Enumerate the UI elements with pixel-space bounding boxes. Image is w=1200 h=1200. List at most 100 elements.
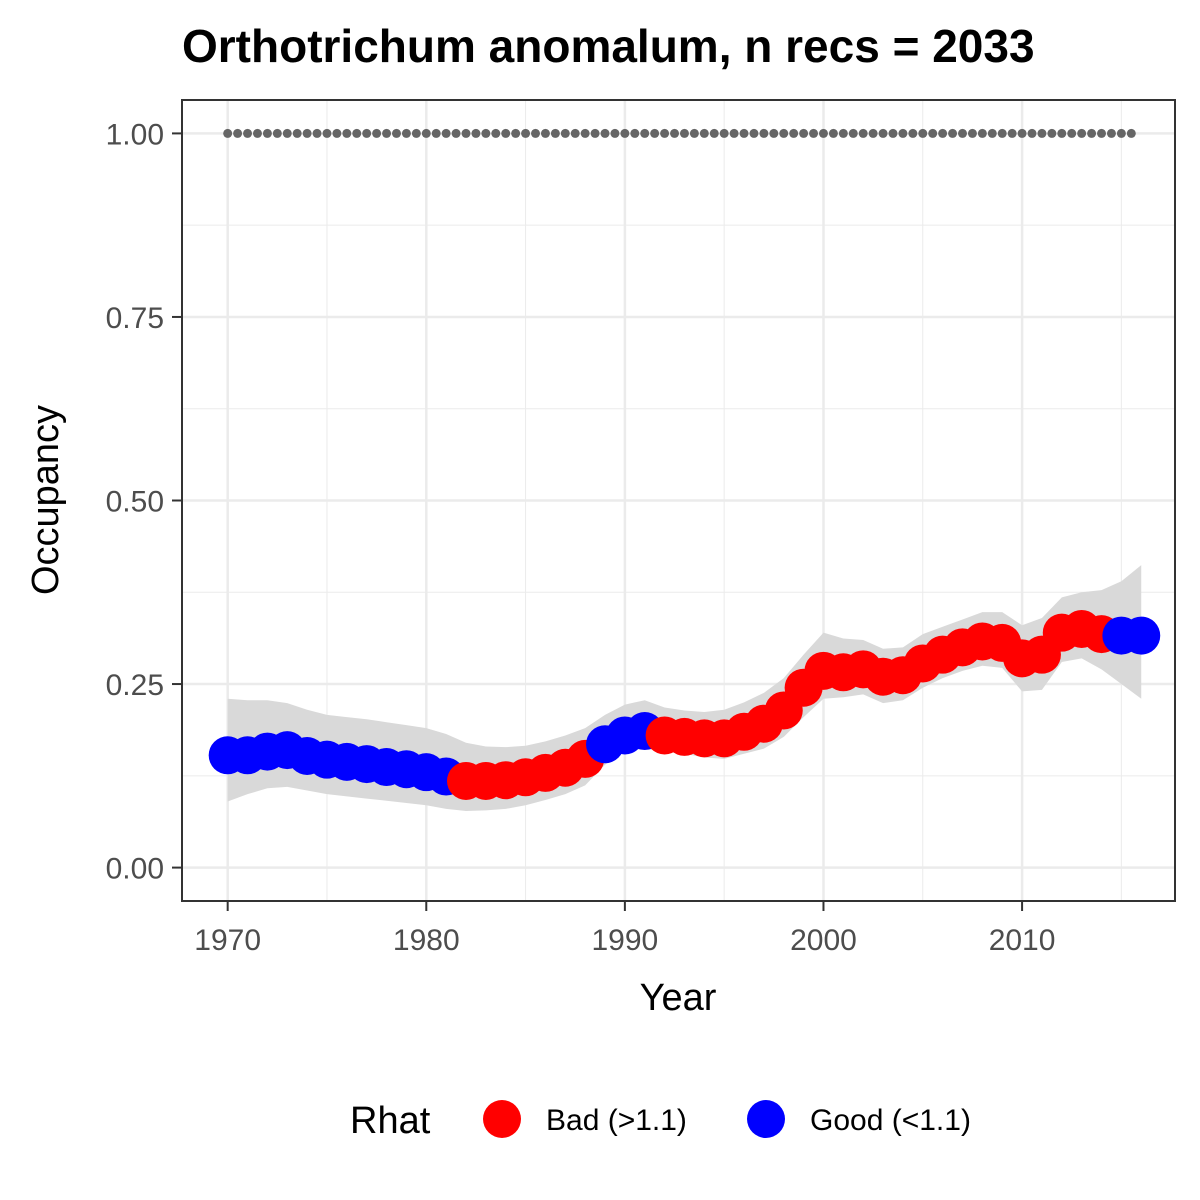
reference-dot [1017,128,1027,138]
reference-dot [590,128,600,138]
reference-dot [818,128,828,138]
reference-dot [809,128,819,138]
reference-dot [719,128,729,138]
reference-dot [650,128,660,138]
reference-dot [521,128,531,138]
reference-dot [243,128,253,138]
y-tick-label: 0.00 [106,853,164,886]
y-axis: 0.00 0.25 0.50 0.75 1.00 [106,118,182,886]
reference-dot [779,128,789,138]
reference-dot [540,128,550,138]
reference-dot [898,128,908,138]
reference-dot [1126,128,1136,138]
reference-dot [1097,128,1107,138]
reference-dot [560,128,570,138]
occupancy-point-good [1122,616,1161,655]
reference-dot [928,128,938,138]
confidence-ribbon [227,565,1142,812]
x-tick-label: 2000 [790,924,857,957]
x-tick-label: 1970 [194,924,261,957]
reference-dot [401,128,411,138]
reference-dot [789,128,799,138]
reference-dot [233,128,243,138]
reference-dot [570,128,580,138]
reference-dot [699,128,709,138]
legend: Rhat Bad (>1.1) Good (<1.1) [350,1100,971,1142]
reference-dot [1037,128,1047,138]
y-tick-label: 1.00 [106,118,164,151]
y-axis-title: Occupancy [25,405,67,595]
reference-dot [1047,128,1057,138]
reference-dot [679,128,689,138]
reference-dot [957,128,967,138]
reference-dot [411,128,421,138]
reference-dot [938,128,948,138]
reference-dot [848,128,858,138]
reference-dot [292,128,302,138]
reference-dot [630,128,640,138]
legend-title: Rhat [350,1100,431,1142]
reference-dot [838,128,848,138]
reference-dot [967,128,977,138]
reference-dot [987,128,997,138]
x-axis-title: Year [640,977,717,1019]
reference-dot [262,128,272,138]
reference-dot [1116,128,1126,138]
reference-dot [550,128,560,138]
reference-dot [252,128,262,138]
reference-dot [769,128,779,138]
reference-dot [868,128,878,138]
reference-dot [739,128,749,138]
reference-dot [670,128,680,138]
legend-label-good: Good (<1.1) [810,1104,971,1137]
reference-dot [1106,128,1116,138]
reference-dot [312,128,322,138]
confidence-ribbon-layer [227,565,1142,812]
plot-panel [181,99,1176,902]
reference-dot [272,128,282,138]
reference-dot [878,128,888,138]
reference-dot [759,128,769,138]
reference-dot [908,128,918,138]
occupancy-points-layer [208,609,1161,800]
reference-dot [362,128,372,138]
y-tick-label: 0.75 [106,302,164,335]
reference-dot [511,128,521,138]
reference-dot [610,128,620,138]
reference-dot [322,128,332,138]
reference-dot [918,128,928,138]
reference-dot [421,128,431,138]
reference-dot [501,128,511,138]
legend-key-good [747,1100,785,1138]
x-axis: 1970 1980 1990 2000 2010 [194,901,1055,957]
legend-label-bad: Bad (>1.1) [546,1104,687,1137]
reference-dot [828,128,838,138]
reference-dot [799,128,809,138]
reference-dot [689,128,699,138]
reference-dot [531,128,541,138]
reference-dot [282,128,292,138]
reference-dot [640,128,650,138]
reference-dot [948,128,958,138]
reference-dot [441,128,451,138]
y-tick-label: 0.25 [106,669,164,702]
reference-dot [302,128,312,138]
reference-dot [342,128,352,138]
y-tick-label: 0.50 [106,486,164,519]
x-tick-label: 1990 [592,924,659,957]
reference-dot [1067,128,1077,138]
reference-dot [1007,128,1017,138]
reference-dot [709,128,719,138]
reference-dot [1077,128,1087,138]
reference-dot [977,128,987,138]
reference-dot [580,128,590,138]
reference-dot [749,128,759,138]
reference-dot [660,128,670,138]
reference-dot [461,128,471,138]
reference-dot [858,128,868,138]
reference-dot [620,128,630,138]
reference-dot [471,128,481,138]
reference-dot [600,128,610,138]
x-tick-label: 1980 [393,924,460,957]
